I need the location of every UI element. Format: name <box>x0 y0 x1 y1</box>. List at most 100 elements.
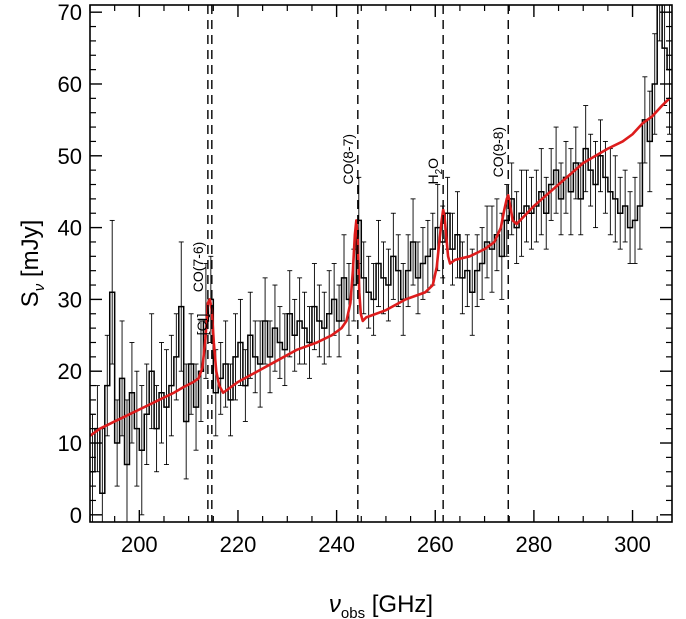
error-bar <box>306 306 312 379</box>
error-bar <box>588 133 594 207</box>
error-bar <box>538 148 544 236</box>
error-bar <box>104 334 110 437</box>
error-bar <box>277 306 283 379</box>
error-bar <box>533 169 539 243</box>
error-bar <box>188 313 194 415</box>
error-bar <box>173 313 179 401</box>
line-label: [CI] <box>194 314 210 336</box>
y-tick-label: 0 <box>70 503 82 528</box>
error-bar <box>129 342 135 444</box>
error-bar <box>124 399 130 522</box>
error-bar <box>583 105 589 193</box>
error-bar <box>134 370 140 487</box>
error-bar <box>479 227 485 300</box>
error-bar <box>450 212 456 286</box>
error-bar <box>464 234 470 308</box>
error-bar <box>469 248 475 336</box>
x-tick-label: 300 <box>614 532 651 557</box>
error-bar <box>612 155 618 243</box>
error-bar <box>178 241 184 372</box>
plot-frame <box>89 4 673 523</box>
error-bar <box>346 263 352 336</box>
error-bar <box>168 334 174 437</box>
error-bar <box>474 234 480 308</box>
error-bar <box>484 205 490 279</box>
data-histogram <box>90 5 672 495</box>
error-bar <box>326 270 332 358</box>
error-bar <box>228 363 234 437</box>
x-tick-label: 220 <box>220 532 257 557</box>
error-bar <box>597 119 603 193</box>
error-bar <box>602 140 608 214</box>
model-layer <box>90 97 671 437</box>
error-bar <box>159 342 165 444</box>
error-bar <box>287 270 293 358</box>
error-bar <box>193 363 199 451</box>
error-bar <box>622 169 628 243</box>
line-markers-layer: CO(7-6) [CI] CO(8-7) H2O CO(9-8) <box>190 5 509 522</box>
error-bar <box>395 234 401 308</box>
error-bar <box>647 90 653 193</box>
error-bar <box>257 320 263 408</box>
x-tick-label: 280 <box>516 532 553 557</box>
error-bar <box>233 313 238 401</box>
x-tick-label: 260 <box>417 532 454 557</box>
y-tick-label: 20 <box>58 359 82 384</box>
error-bar <box>632 176 638 264</box>
data-histogram-layer <box>90 5 672 522</box>
line-label: H2O <box>425 158 445 185</box>
error-bar <box>262 277 268 365</box>
error-bar <box>371 263 377 336</box>
error-bar <box>410 198 416 286</box>
y-tick-label: 60 <box>58 72 82 97</box>
error-bar <box>267 320 273 394</box>
error-bar <box>183 363 189 480</box>
error-bar <box>316 284 322 358</box>
error-bar <box>114 399 120 487</box>
error-bar <box>637 162 643 250</box>
y-tick-label: 30 <box>58 287 82 312</box>
error-bar <box>242 349 248 422</box>
error-bar <box>459 241 465 315</box>
line-label: CO(8-7) <box>340 134 356 185</box>
y-tick-label: 70 <box>58 0 82 25</box>
error-bar <box>657 5 663 42</box>
error-bar <box>420 227 426 300</box>
line-label: CO(9-8) <box>490 127 506 178</box>
error-bar <box>415 241 421 315</box>
error-bar <box>543 176 549 250</box>
error-bar <box>149 313 155 430</box>
error-bar <box>489 205 495 293</box>
error-bar <box>109 219 115 365</box>
ticks-layer: 200 220 240 260 280 300 0 10 20 30 40 50 60 70 <box>58 0 672 557</box>
error-bar <box>163 349 169 466</box>
error-bar <box>272 284 278 372</box>
error-bar <box>376 219 382 308</box>
error-bar <box>302 291 308 365</box>
line-label: CO(7-6) <box>190 242 206 293</box>
axis-labels-layer: νobs [GHz] Sν [mJy] <box>17 220 433 619</box>
y-tick-label: 40 <box>58 216 82 241</box>
error-bar <box>292 298 298 372</box>
y-axis-title: Sν [mJy] <box>17 220 48 308</box>
error-bar <box>282 313 288 387</box>
error-bar <box>321 291 327 365</box>
error-bar <box>514 191 520 264</box>
error-bar <box>652 33 658 135</box>
error-bar <box>390 212 396 300</box>
error-bar <box>509 162 515 236</box>
error-bar <box>336 284 342 358</box>
error-bar <box>642 76 648 164</box>
error-bar <box>144 363 150 466</box>
error-bar <box>405 234 411 308</box>
error-bar <box>558 162 564 236</box>
error-bar <box>311 263 317 351</box>
y-tick-label: 10 <box>58 431 82 456</box>
error-bar <box>237 298 243 387</box>
error-bar <box>617 176 623 250</box>
error-bar <box>573 126 579 200</box>
error-bar <box>627 191 633 264</box>
error-bar <box>454 191 460 279</box>
x-tick-label: 200 <box>121 532 158 557</box>
